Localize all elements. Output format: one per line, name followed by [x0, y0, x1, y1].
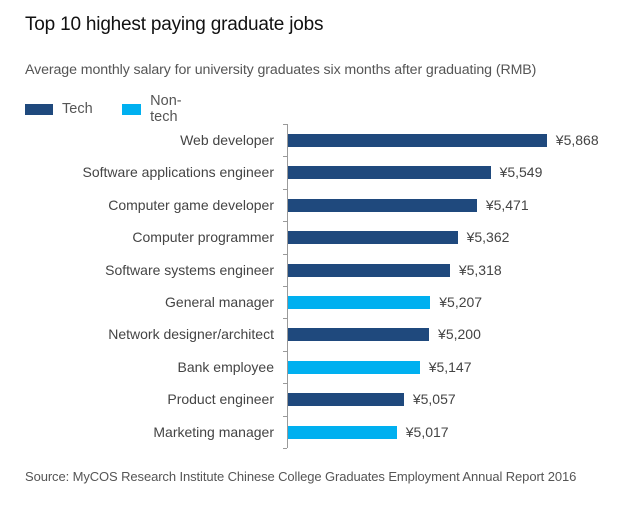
y-axis-tick — [283, 448, 287, 449]
bar — [288, 296, 431, 309]
bar-row: Computer programmer ¥5,362 — [0, 221, 640, 253]
bar-row: Software applications engineer ¥5,549 — [0, 156, 640, 188]
bar — [288, 425, 397, 439]
y-axis-tick — [283, 221, 287, 223]
bar-row: Marketing manager ¥5,017 — [0, 416, 640, 448]
value-label: ¥5,057 — [412, 391, 456, 408]
legend: Tech Non-tech — [25, 93, 182, 125]
bar-row: Software systems engineer ¥5,318 — [0, 254, 640, 286]
y-axis-tick — [283, 124, 287, 125]
legend-swatch-non-tech — [122, 103, 142, 115]
category-label: Marketing manager — [153, 423, 274, 440]
category-label: Computer programmer — [132, 229, 274, 246]
bar — [288, 360, 420, 374]
source-note: Source: MyCOS Research Institute Chinese… — [25, 469, 577, 484]
bar — [288, 198, 477, 212]
value-label: ¥5,147 — [428, 358, 472, 375]
y-axis-tick — [283, 286, 287, 287]
y-axis-tick — [283, 318, 287, 320]
value-label: ¥5,868 — [555, 132, 599, 148]
value-label: ¥5,362 — [466, 229, 510, 246]
y-axis-tick — [283, 415, 287, 417]
category-label: Network designer/architect — [108, 326, 274, 343]
bar — [288, 328, 430, 342]
chart-subtitle: Average monthly salary for university gr… — [25, 62, 537, 78]
category-label: Software applications engineer — [82, 164, 274, 181]
legend-swatch-tech — [25, 103, 53, 115]
y-axis-tick — [283, 383, 287, 385]
legend-item-non-tech: Non-tech — [122, 93, 190, 125]
bar — [288, 263, 450, 277]
y-axis-tick — [283, 188, 287, 190]
bar-row: Bank employee ¥5,147 — [0, 351, 640, 383]
bar — [288, 393, 404, 407]
category-label: Computer game developer — [108, 196, 274, 213]
legend-label-tech: Tech — [62, 101, 93, 117]
y-axis-line — [287, 124, 288, 448]
category-label: Product engineer — [167, 391, 274, 408]
y-axis-tick — [283, 350, 287, 352]
value-label: ¥5,017 — [405, 423, 449, 440]
value-label: ¥5,200 — [438, 326, 481, 343]
y-axis-tick — [283, 253, 287, 255]
category-label: Web developer — [180, 132, 274, 148]
bar — [288, 231, 458, 245]
value-label: ¥5,207 — [439, 294, 483, 310]
bar-row: Network designer/architect ¥5,200 — [0, 318, 640, 350]
bar-row: Product engineer ¥5,057 — [0, 383, 640, 415]
legend-item-tech: Tech — [25, 101, 93, 117]
value-label: ¥5,471 — [485, 196, 529, 213]
category-label: Bank employee — [177, 358, 274, 375]
value-label: ¥5,318 — [458, 261, 502, 278]
value-label: ¥5,549 — [499, 164, 543, 181]
bar-row: Web developer ¥5,868 — [0, 124, 640, 156]
y-axis-tick — [283, 156, 287, 158]
bar-chart: Web developer ¥5,868 Software applications… — [0, 124, 640, 449]
bar-row: Computer game developer ¥5,471 — [0, 189, 640, 221]
category-label: Software systems engineer — [105, 261, 274, 278]
bar — [288, 134, 547, 147]
chart-title: Top 10 highest paying graduate jobs — [25, 14, 324, 35]
bar — [288, 166, 491, 180]
category-label: General manager — [165, 294, 274, 310]
legend-label-non-tech: Non-tech — [150, 93, 182, 125]
bar-row: General manager ¥5,207 — [0, 286, 640, 318]
